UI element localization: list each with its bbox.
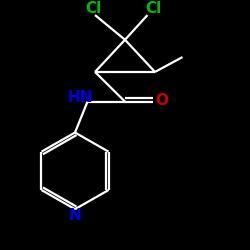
Text: Cl: Cl: [86, 1, 102, 16]
Text: Cl: Cl: [146, 1, 162, 16]
Text: O: O: [156, 93, 168, 108]
Text: N: N: [68, 208, 82, 223]
Text: HN: HN: [67, 90, 93, 106]
